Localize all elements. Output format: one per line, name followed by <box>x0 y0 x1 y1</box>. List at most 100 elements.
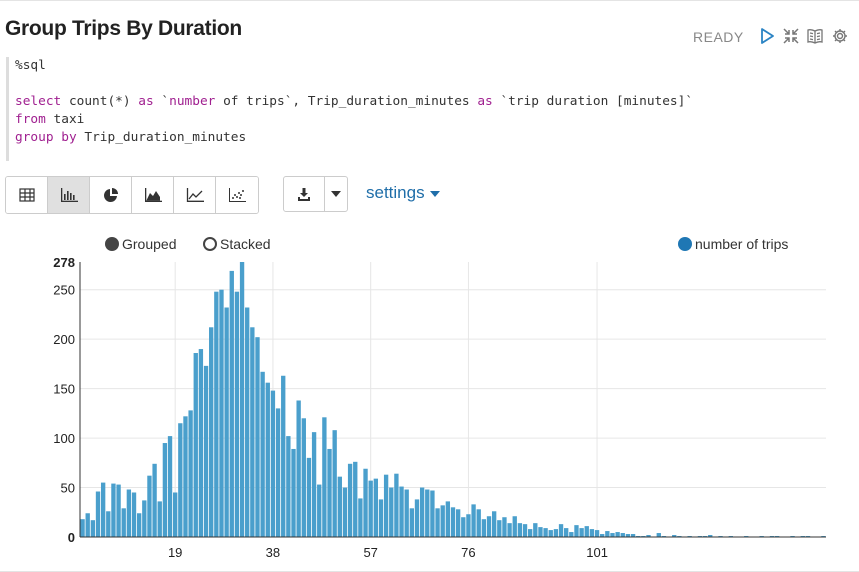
bar <box>152 463 157 537</box>
sql-editor[interactable]: %sql select count(*) as `number of trips… <box>6 57 844 161</box>
bar <box>224 307 229 537</box>
bar <box>100 482 106 537</box>
line-chart-button[interactable] <box>174 177 216 213</box>
bar <box>229 270 234 537</box>
gear-icon[interactable] <box>831 27 849 45</box>
bar <box>481 519 487 537</box>
bar <box>121 508 126 537</box>
y-tick-label: 278 <box>53 255 75 270</box>
stacked-radio[interactable]: Stacked <box>203 236 271 252</box>
pie-chart-button[interactable] <box>90 177 132 213</box>
bar <box>147 475 152 537</box>
sql-text: Trip_duration_minutes <box>76 130 247 145</box>
sql-keyword: from <box>15 112 46 127</box>
bar <box>250 327 255 537</box>
bar <box>306 457 312 537</box>
bar <box>157 501 162 537</box>
download-button[interactable] <box>284 177 325 211</box>
bar <box>342 487 348 537</box>
bar <box>435 508 440 537</box>
bar <box>471 504 476 537</box>
bar <box>322 417 327 537</box>
collapse-icon[interactable] <box>782 27 800 45</box>
bar <box>646 535 651 537</box>
bar <box>363 468 368 537</box>
bar <box>255 337 260 537</box>
bar <box>615 532 620 537</box>
radio-empty-icon <box>203 237 217 251</box>
bar <box>584 526 589 537</box>
x-tick-label: 19 <box>168 545 182 560</box>
bar <box>564 528 569 537</box>
bar-chart-button[interactable] <box>48 177 90 213</box>
book-icon[interactable] <box>806 27 824 45</box>
bar <box>476 509 481 537</box>
bar <box>466 514 471 537</box>
sql-keyword: by <box>61 130 77 145</box>
bar <box>543 528 548 537</box>
editor-line: group by Trip_duration_minutes <box>15 129 246 147</box>
bar <box>419 487 425 537</box>
bar <box>106 511 111 537</box>
bar <box>301 418 306 537</box>
bar <box>455 509 461 537</box>
bar <box>507 523 512 537</box>
bar <box>126 489 132 537</box>
bar <box>430 490 435 537</box>
bar <box>461 517 466 537</box>
legend-label: number of trips <box>695 236 789 252</box>
bar <box>353 461 358 537</box>
bar <box>589 529 595 537</box>
paragraph-title: Group Trips By Duration <box>5 17 242 40</box>
bar <box>270 390 276 537</box>
bar <box>383 474 389 537</box>
bar <box>219 289 224 537</box>
sql-text: ` <box>153 94 170 109</box>
bar <box>497 520 502 537</box>
bar <box>600 534 605 537</box>
caret-down-icon <box>429 190 440 197</box>
bar <box>558 524 564 537</box>
bar <box>116 484 121 537</box>
editor-line: from taxi <box>15 111 84 129</box>
bar <box>173 492 178 537</box>
table-view-button[interactable] <box>6 177 48 213</box>
sql-keyword: number <box>169 94 216 109</box>
radio-filled-icon <box>105 237 119 251</box>
bar <box>425 489 430 537</box>
bar <box>327 448 332 537</box>
area-chart-button[interactable] <box>132 177 174 213</box>
bar <box>404 489 409 537</box>
settings-label: settings <box>366 183 425 202</box>
download-dropdown-button[interactable] <box>325 177 347 211</box>
editor-line: select count(*) as `number of trips`, Tr… <box>15 93 693 111</box>
bar <box>594 530 600 537</box>
scatter-chart-button[interactable] <box>216 177 258 213</box>
settings-toggle[interactable]: settings <box>366 183 440 203</box>
sql-keyword: group <box>15 130 54 145</box>
bar <box>167 436 173 537</box>
bar <box>538 527 543 537</box>
stacked-label: Stacked <box>220 236 271 252</box>
bar <box>440 505 445 537</box>
bar-chart: 0 50 100 150 200 250 278 19 38 57 76 101 <box>53 255 826 560</box>
bar <box>245 307 250 537</box>
bar-chart-icon <box>60 188 78 202</box>
bar <box>142 500 147 537</box>
chart-legend[interactable]: number of trips <box>678 236 788 252</box>
sql-keyword: as <box>138 94 154 109</box>
bar <box>337 476 342 537</box>
bar <box>409 508 415 537</box>
bar <box>214 291 219 537</box>
run-icon[interactable] <box>758 27 776 45</box>
bar <box>281 375 286 537</box>
sql-text: of trips`, Trip_duration_minutes <box>215 94 478 109</box>
bar <box>522 524 528 537</box>
bar <box>286 436 291 537</box>
status-label: READY <box>693 29 744 45</box>
download-button-group <box>283 176 348 212</box>
grouped-radio[interactable]: Grouped <box>105 236 176 252</box>
bar <box>605 531 610 537</box>
bar <box>275 408 281 537</box>
